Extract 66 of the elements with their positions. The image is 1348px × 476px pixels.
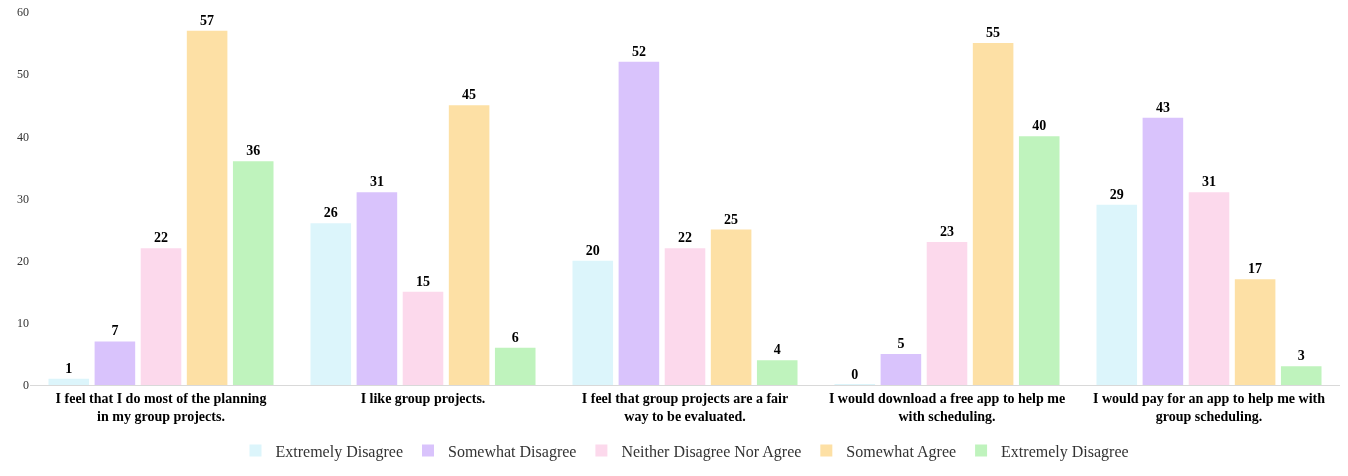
bar	[1096, 204, 1138, 385]
data-label: 3	[1297, 348, 1305, 364]
data-label: 57	[200, 12, 215, 28]
bar	[310, 223, 352, 385]
data-label: 55	[986, 25, 1001, 41]
data-label: 1	[65, 360, 73, 376]
bar	[1018, 136, 1060, 385]
bar	[48, 378, 90, 385]
bar	[494, 347, 536, 385]
bar	[756, 360, 798, 385]
data-label: 43	[1155, 99, 1170, 115]
bar	[572, 260, 614, 385]
data-label: 45	[462, 87, 477, 103]
legend-label: Extremely Disagree	[275, 442, 403, 461]
data-label: 22	[678, 230, 692, 246]
bar	[880, 353, 922, 385]
data-label: 0	[851, 367, 859, 382]
x-tick-label: I would download a free app to help me with scheduling.	[828, 390, 1066, 424]
bar	[1280, 366, 1322, 385]
x-tick-label: I would pay for an app to help me with group scheduling.	[1093, 390, 1326, 424]
data-label: 23	[940, 224, 954, 240]
data-label: 25	[724, 211, 739, 227]
data-label: 4	[773, 342, 781, 358]
bar	[710, 229, 752, 385]
data-label: 17	[1248, 261, 1263, 277]
legend-label: Extremely Disagree	[1001, 442, 1129, 461]
data-label: 6	[511, 329, 519, 345]
bar	[232, 161, 274, 385]
bar	[926, 242, 968, 385]
legend-label: Somewhat Disagree	[448, 442, 577, 461]
data-label: 5	[897, 335, 905, 351]
bar	[94, 341, 136, 385]
y-tick-label: 10	[17, 316, 29, 331]
bar	[664, 248, 706, 385]
x-tick-label: I feel that group projects are a fair way to be evaluated.	[581, 390, 789, 424]
data-label: 40	[1032, 118, 1047, 134]
bar	[618, 61, 660, 385]
y-tick-label: 0	[23, 378, 29, 393]
bar	[356, 192, 398, 385]
y-tick-label: 50	[17, 67, 29, 82]
y-tick-label: 60	[17, 5, 29, 20]
data-label: 26	[323, 205, 338, 221]
data-label: 31	[1202, 174, 1216, 190]
x-tick-label: I feel that I do most of the planning in my group projects.	[55, 390, 267, 424]
data-label: 20	[585, 242, 600, 258]
bar	[1188, 192, 1230, 385]
data-label: 22	[154, 230, 168, 246]
legend-label: Somewhat Agree	[846, 442, 957, 461]
data-label: 7	[111, 323, 119, 339]
data-label: 15	[416, 273, 430, 289]
data-label: 36	[246, 143, 261, 159]
data-label: 29	[1109, 186, 1124, 202]
data-label: 52	[631, 43, 646, 59]
bar	[186, 30, 228, 385]
legend-label: Neither Disagree Nor Agree	[621, 442, 802, 461]
bar	[972, 43, 1014, 385]
y-tick-label: 40	[17, 129, 29, 144]
bar	[1234, 279, 1276, 385]
y-tick-label: 20	[17, 253, 29, 268]
x-tick-label: I like group projects.	[360, 390, 486, 406]
y-tick-label: 30	[17, 191, 29, 206]
bar	[448, 105, 490, 385]
bar	[1142, 117, 1184, 385]
data-label: 31	[369, 174, 384, 190]
bar	[140, 248, 182, 385]
bar	[402, 291, 444, 385]
